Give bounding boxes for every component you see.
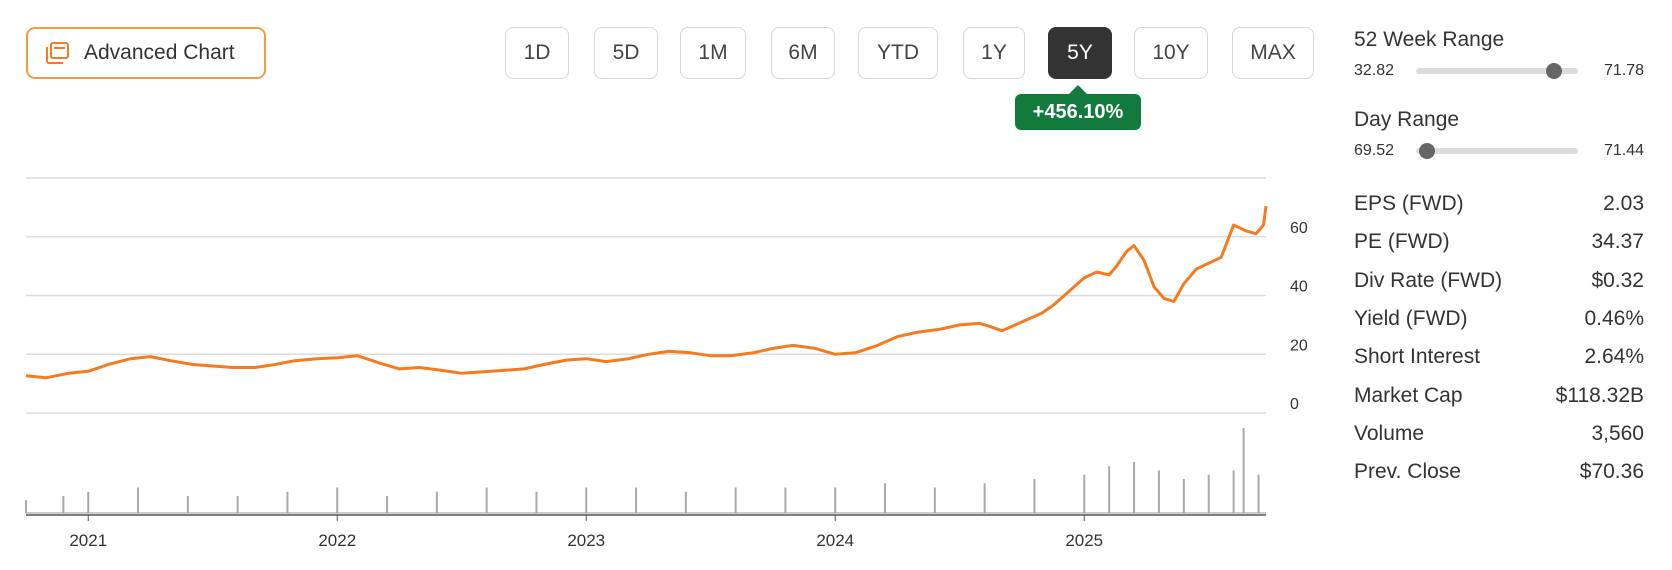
day-range-track [1416, 143, 1578, 159]
week52-track [1416, 63, 1578, 79]
range-button-1y[interactable]: 1Y [963, 27, 1025, 79]
stat-row-market-cap: Market Cap $118.32B [1354, 376, 1644, 414]
volume-bar [983, 483, 986, 513]
key-stats: EPS (FWD) 2.03 PE (FWD) 34.37 Div Rate (… [1354, 185, 1644, 491]
day-range-low: 69.52 [1354, 142, 1395, 159]
x-tick-label: 2025 [1065, 531, 1103, 550]
volume-bar [485, 487, 488, 513]
stat-label: Prev. Close [1354, 460, 1461, 484]
day-range: Day Range 69.52 71.44 [1354, 102, 1644, 182]
range-button-1m[interactable]: 1M [680, 27, 746, 79]
week52-range: 52 Week Range 32.82 71.78 [1354, 22, 1644, 102]
volume-bar [1033, 479, 1036, 513]
stat-value: 34.37 [1591, 230, 1644, 254]
volume-bar [1232, 470, 1235, 513]
day-range-title: Day Range [1354, 108, 1460, 131]
volume-bar [933, 487, 936, 513]
range-button-5y[interactable]: 5Y [1048, 27, 1112, 79]
volume-bar [1157, 470, 1160, 513]
chart-icon [44, 41, 70, 65]
stat-value: $70.36 [1579, 460, 1644, 484]
volume-bar [336, 487, 339, 513]
price-chart: 0 20 40 60 2021 2022 2023 2024 2025 [25, 177, 1308, 550]
stat-label: Market Cap [1354, 383, 1463, 407]
volume-bar [1242, 428, 1245, 513]
volume-bar [734, 487, 737, 513]
volume-bar [1207, 474, 1210, 513]
stats-panel: 52 Week Range 32.82 71.78 Day Range 69.5… [1354, 22, 1644, 483]
week52-high: 71.78 [1603, 62, 1644, 79]
y-tick-label: 60 [1290, 220, 1308, 237]
stat-row-volume: Volume 3,560 [1354, 415, 1644, 453]
x-axis: 2021 2022 2023 2024 2025 [26, 514, 1266, 550]
day-range-marker [1419, 143, 1436, 159]
volume-bar [435, 491, 438, 513]
day-range-high: 71.44 [1603, 142, 1644, 159]
volume-bar [834, 487, 837, 513]
volume-bar [1257, 474, 1260, 513]
x-tick-label: 2022 [318, 531, 356, 550]
change-badge: +456.10% [1015, 85, 1141, 130]
volume-bar [286, 491, 289, 513]
stat-value: $0.32 [1591, 268, 1644, 292]
stat-value: 3,560 [1591, 421, 1644, 445]
advanced-chart-button[interactable]: Advanced Chart [26, 27, 266, 79]
stat-label: Yield (FWD) [1354, 307, 1468, 331]
stat-value: $118.32B [1555, 383, 1644, 407]
volume-bar [535, 491, 538, 513]
stat-value: 2.64% [1584, 345, 1644, 369]
y-tick-label: 20 [1290, 337, 1308, 354]
stat-row-div-rate: Div Rate (FWD) $0.32 [1354, 262, 1644, 300]
volume-bar [684, 491, 687, 513]
week52-low: 32.82 [1354, 62, 1395, 79]
stat-label: EPS (FWD) [1354, 192, 1464, 216]
stat-label: Volume [1354, 421, 1425, 445]
volume-bars [25, 428, 1266, 514]
week52-title: 52 Week Range [1354, 28, 1505, 51]
advanced-chart-label: Advanced Chart [84, 41, 235, 64]
stat-row-short-interest: Short Interest 2.64% [1354, 338, 1644, 376]
volume-bar [186, 496, 189, 513]
volume-bar [236, 496, 239, 513]
volume-bar [585, 487, 588, 513]
volume-bar [1182, 479, 1185, 513]
range-button-ytd[interactable]: YTD [858, 27, 938, 79]
volume-bar [386, 496, 389, 513]
stat-row-prev-close: Prev. Close $70.36 [1354, 453, 1644, 491]
grid-lines [26, 177, 1266, 414]
volume-bar [87, 491, 90, 513]
volume-bar [884, 483, 887, 513]
x-tick-label: 2023 [567, 531, 605, 550]
volume-bar [784, 487, 787, 513]
stat-row-eps: EPS (FWD) 2.03 [1354, 185, 1644, 223]
week52-marker [1545, 63, 1562, 79]
stat-value: 0.46% [1584, 307, 1644, 331]
range-button-10y[interactable]: 10Y [1134, 27, 1208, 79]
stat-label: Div Rate (FWD) [1354, 268, 1503, 292]
y-tick-label: 0 [1290, 396, 1299, 413]
y-axis: 0 20 40 60 [1290, 220, 1308, 413]
volume-bar [1133, 462, 1136, 513]
stat-label: PE (FWD) [1354, 230, 1450, 254]
stat-row-yield: Yield (FWD) 0.46% [1354, 300, 1644, 338]
volume-bar [1108, 466, 1111, 513]
volume-bar [25, 500, 27, 513]
volume-bar [62, 496, 65, 513]
volume-bar [137, 487, 140, 513]
price-line-group [25, 206, 1268, 380]
range-button-6m[interactable]: 6M [771, 27, 835, 79]
x-tick-label: 2024 [816, 531, 854, 550]
y-tick-label: 40 [1290, 279, 1308, 296]
volume-bar [635, 487, 638, 513]
range-button-max[interactable]: MAX [1232, 27, 1314, 79]
stat-row-pe: PE (FWD) 34.37 [1354, 223, 1644, 261]
stat-label: Short Interest [1354, 345, 1481, 369]
volume-bar [1083, 474, 1086, 513]
range-button-1d[interactable]: 1D [505, 27, 569, 79]
price-line [25, 206, 1268, 380]
x-tick-label: 2021 [69, 531, 107, 550]
range-button-5d[interactable]: 5D [594, 27, 658, 79]
stat-value: 2.03 [1603, 192, 1644, 216]
